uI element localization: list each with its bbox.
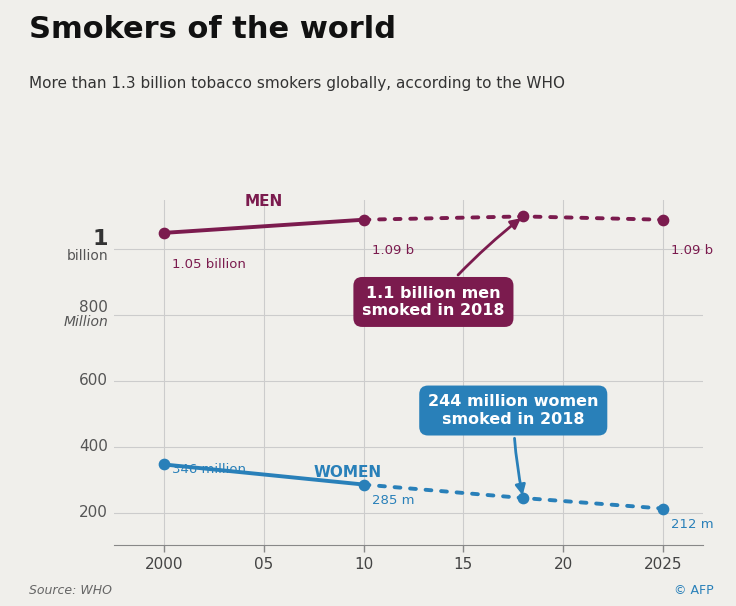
Text: 1.09 b: 1.09 b [372, 244, 414, 258]
Text: Million: Million [63, 315, 108, 329]
Text: 1.05 billion: 1.05 billion [172, 258, 246, 270]
Point [657, 215, 669, 225]
Text: MEN: MEN [244, 194, 283, 209]
Text: 346 million: 346 million [172, 463, 246, 476]
Text: 1.09 b: 1.09 b [671, 244, 713, 258]
Text: 212 m: 212 m [671, 518, 714, 531]
Text: 285 m: 285 m [372, 494, 414, 507]
Text: 1.1 billion men
smoked in 2018: 1.1 billion men smoked in 2018 [362, 220, 519, 318]
Text: 200: 200 [79, 505, 108, 520]
Point [517, 493, 529, 503]
Text: billion: billion [66, 249, 108, 264]
Point [517, 211, 529, 221]
Point [358, 480, 369, 490]
Text: Source: WHO: Source: WHO [29, 584, 113, 597]
Text: WOMEN: WOMEN [314, 465, 382, 480]
Point [358, 215, 369, 225]
Text: Smokers of the world: Smokers of the world [29, 15, 397, 44]
Point [158, 228, 170, 238]
Text: 600: 600 [79, 373, 108, 388]
Point [657, 504, 669, 513]
Text: © AFP: © AFP [674, 584, 714, 597]
Text: 1: 1 [93, 229, 108, 249]
Text: 244 million women
smoked in 2018: 244 million women smoked in 2018 [428, 395, 598, 492]
Text: 800: 800 [79, 300, 108, 315]
Text: More than 1.3 billion tobacco smokers globally, according to the WHO: More than 1.3 billion tobacco smokers gl… [29, 76, 565, 91]
Point [158, 459, 170, 469]
Text: 400: 400 [79, 439, 108, 454]
